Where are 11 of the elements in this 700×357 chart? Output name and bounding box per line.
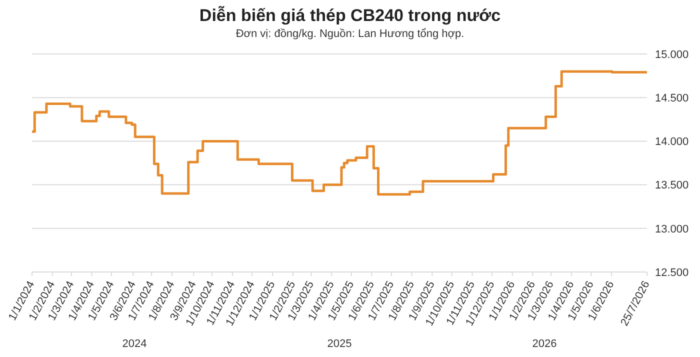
y-tick-label: 13.000 (655, 223, 689, 236)
text: 2025 (326, 338, 353, 350)
y-tick-label: 15.000 (655, 48, 689, 61)
y-tick-label: 14.500 (655, 92, 689, 105)
chart-title: Diễn biến giá thép CB240 trong nước (198, 6, 502, 26)
text: 2026 (531, 338, 558, 350)
chart-subtitle: Đơn vị: đồng/kg. Nguồn: Lan Hương tổng hợp. (234, 28, 466, 40)
text: 2024 (121, 338, 148, 350)
y-tick-label: 12.500 (655, 266, 689, 279)
y-tick-label: 13.500 (655, 180, 689, 192)
y-tick-label: 14.000 (655, 136, 689, 148)
